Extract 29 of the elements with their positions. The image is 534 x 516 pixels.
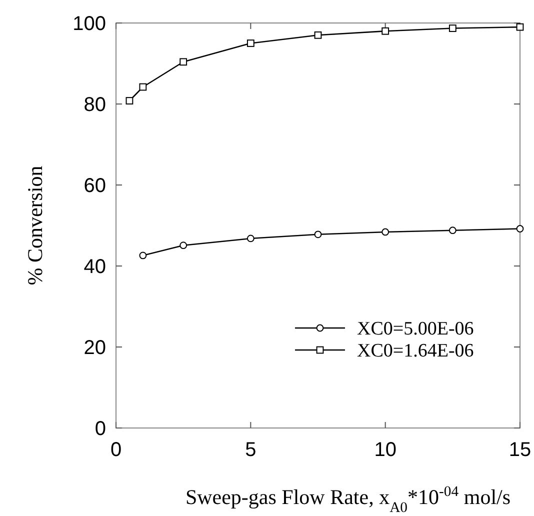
y-axis-title: % Conversion — [23, 165, 47, 286]
point — [516, 225, 524, 232]
x-tick-label: 0 — [110, 439, 122, 461]
point — [139, 252, 147, 260]
x-tick-label: 10 — [374, 439, 396, 461]
x-tick-label: 15 — [508, 439, 532, 461]
x-tick-label: 5 — [245, 439, 256, 461]
y-tick-label: 100 — [72, 13, 106, 35]
point — [246, 234, 254, 242]
y-tick-label: 80 — [84, 94, 106, 116]
y-tick-label: 40 — [84, 256, 106, 278]
legend-label: XC0=1.64E-06 — [357, 340, 474, 362]
point — [180, 58, 188, 66]
point — [139, 83, 147, 91]
point — [448, 226, 456, 234]
point — [180, 242, 188, 250]
point — [246, 40, 254, 47]
y-tick-label: 60 — [84, 175, 106, 197]
point — [314, 230, 322, 238]
point — [516, 23, 524, 31]
y-tick-label: 0 — [94, 418, 106, 440]
point — [314, 31, 322, 39]
point — [448, 24, 456, 32]
point — [382, 27, 390, 35]
y-tick-label: 20 — [84, 337, 106, 359]
legend-label: XC0=5.00E-06 — [357, 318, 474, 340]
x-axis-title: Sweep-gas Flow Rate, x$_{A0}$*10$^{-04}$ mol/s — [185, 484, 511, 516]
point — [126, 97, 134, 104]
point — [382, 228, 390, 236]
